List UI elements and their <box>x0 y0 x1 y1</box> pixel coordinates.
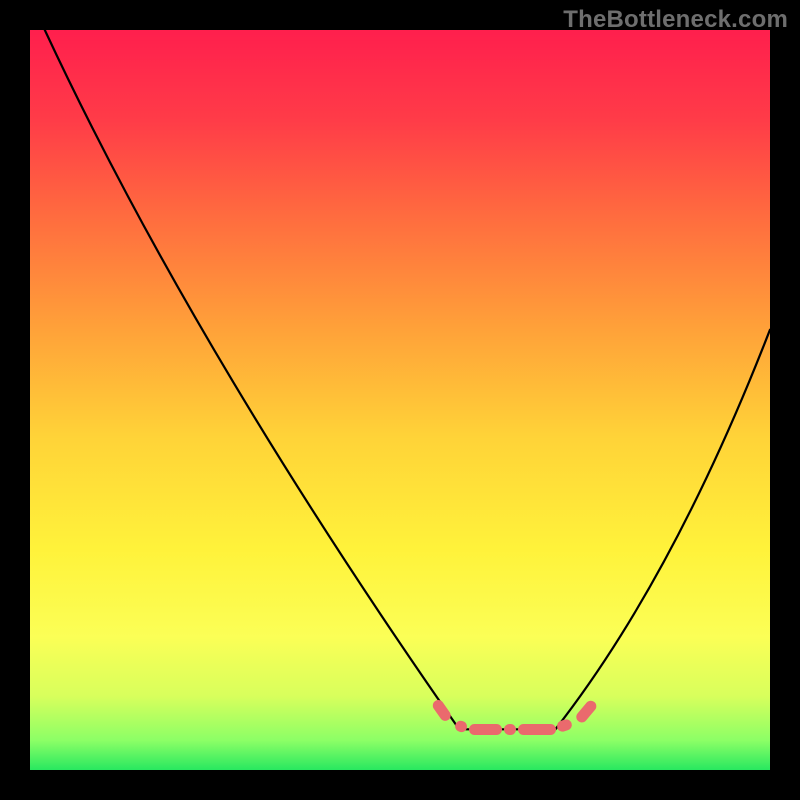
plot-area <box>30 30 770 770</box>
chart-frame: TheBottleneck.com <box>0 0 800 800</box>
flat-marker-segment <box>518 724 555 735</box>
watermark-label: TheBottleneck.com <box>563 6 788 34</box>
gradient-background <box>30 30 770 770</box>
flat-marker-segment <box>469 724 502 735</box>
